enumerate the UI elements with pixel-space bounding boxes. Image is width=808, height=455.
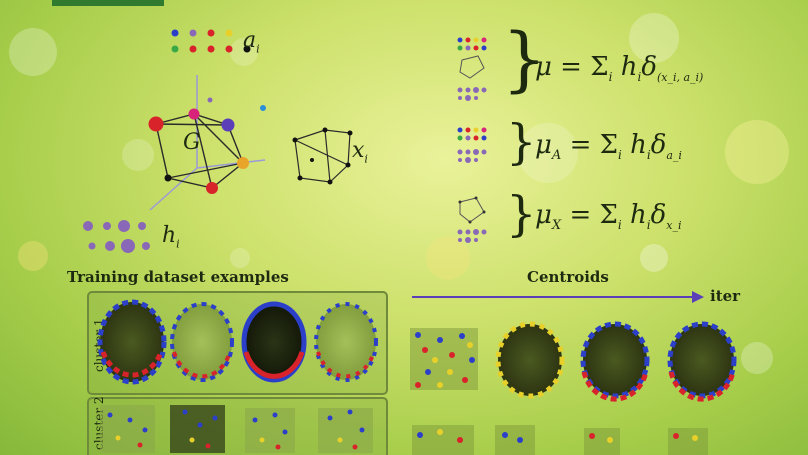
brace-mu-x: } [506, 186, 537, 242]
brace-mu: } [502, 18, 547, 100]
iter-label: iter [710, 287, 741, 305]
cluster2-graphs [100, 405, 373, 453]
formula-mu-a: μA = Σi hiδa_i [535, 130, 682, 164]
h-label: hi [162, 223, 180, 251]
brace-mu-a: } [506, 114, 537, 170]
attribute-dots [171, 29, 251, 53]
training-title: Training dataset examples [67, 268, 289, 286]
top-bar [52, 0, 164, 6]
a-label: ai [243, 28, 260, 56]
formula-mu: μ = Σi hiδ(x_i, a_i) [535, 52, 704, 85]
weight-dots [83, 220, 150, 253]
centroid-scatter [410, 328, 478, 390]
centroids-title: Centroids [527, 268, 609, 286]
centroid-row2 [412, 425, 708, 455]
x-label: xi [352, 138, 368, 166]
formula-mu-x: μX = Σi hiδx_i [535, 200, 682, 234]
g-label: G [183, 130, 201, 155]
